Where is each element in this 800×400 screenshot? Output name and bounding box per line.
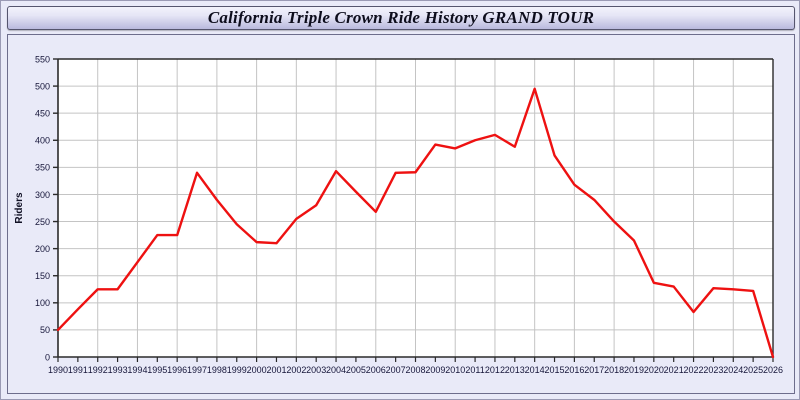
xtick-label: 2000 (247, 365, 267, 375)
xtick-label: 1995 (147, 365, 167, 375)
ytick-label: 200 (35, 244, 50, 254)
xtick-label: 1999 (227, 365, 247, 375)
xtick-label: 2026 (763, 365, 783, 375)
page-title: California Triple Crown Ride History GRA… (207, 8, 595, 27)
data-line-riders (56, 87, 775, 359)
xtick-label: 2012 (485, 365, 505, 375)
xtick-label: 1996 (167, 365, 187, 375)
xtick-label: 2018 (604, 365, 624, 375)
ytick-label: 400 (35, 136, 50, 146)
xtick-label: 1997 (187, 365, 207, 375)
ytick-label: 550 (35, 54, 50, 64)
ytick-label: 350 (35, 163, 50, 173)
xtick-label: 2002 (286, 365, 306, 375)
xtick-label: 2013 (505, 365, 525, 375)
xtick-label: 2011 (465, 365, 484, 375)
xtick-label: 1993 (108, 365, 128, 375)
xtick-label: 2006 (366, 365, 386, 375)
xtick-label: 2007 (386, 365, 406, 375)
ytick-label: 450 (35, 108, 50, 118)
xtick-label: 2021 (664, 365, 684, 375)
xtick-label: 1991 (68, 365, 88, 375)
ytick-label: 300 (35, 190, 50, 200)
xtick-label: 2023 (703, 365, 723, 375)
xtick-label: 2019 (624, 365, 644, 375)
xtick-label: 2009 (425, 365, 445, 375)
xtick-label: 2014 (525, 365, 545, 375)
title-bar: California Triple Crown Ride History GRA… (7, 6, 795, 30)
xtick-label: 2017 (584, 365, 604, 375)
xtick-label: 2024 (723, 365, 743, 375)
xtick-label: 2020 (644, 365, 664, 375)
xtick-label: 2025 (743, 365, 763, 375)
xtick-label: 2003 (306, 365, 326, 375)
xtick-label: 2022 (684, 365, 704, 375)
xtick-label: 2005 (346, 365, 366, 375)
ytick-label: 150 (35, 271, 50, 281)
xtick-label: 1992 (88, 365, 108, 375)
xtick-label: 1998 (207, 365, 227, 375)
ytick-label: 250 (35, 217, 50, 227)
xtick-label: 2008 (405, 365, 425, 375)
ytick-label: 100 (35, 298, 50, 308)
ytick-label: 500 (35, 81, 50, 91)
xtick-label: 1990 (48, 365, 68, 375)
ytick-label: 50 (40, 325, 50, 335)
xtick-label: 2004 (326, 365, 346, 375)
xtick-label: 2001 (266, 365, 286, 375)
xtick-label: 2016 (564, 365, 584, 375)
xtick-label: 1994 (127, 365, 147, 375)
xtick-label: 2015 (545, 365, 565, 375)
ytick-label: 0 (45, 352, 50, 362)
y-axis-title: Riders (14, 192, 25, 224)
xtick-label: 2010 (445, 365, 465, 375)
chart-panel: 0 50 100 150 200 250 300 350 400 450 500 550 1990 199… (7, 34, 795, 394)
